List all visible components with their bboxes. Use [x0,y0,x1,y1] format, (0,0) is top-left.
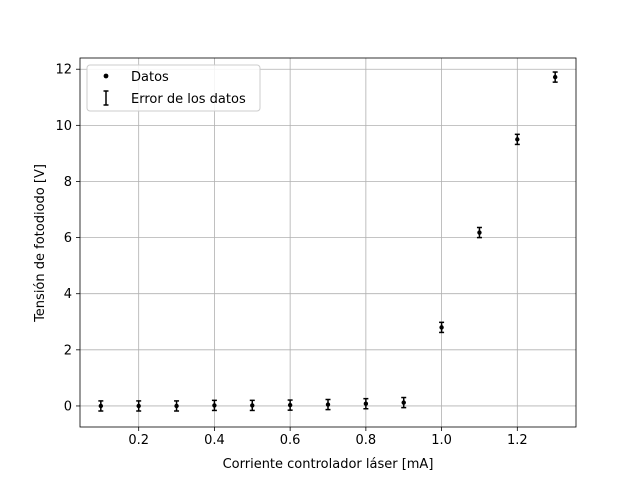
data-point [98,403,104,409]
data-point [287,402,293,408]
data-point [174,403,179,409]
data-point [212,403,217,408]
x-tick-label: 1.0 [431,433,452,448]
y-tick-label: 6 [64,231,72,246]
y-tick-label: 2 [64,343,72,358]
x-tick-label: 0.4 [204,433,225,448]
data-point [552,74,558,80]
x-tick-label: 1.2 [507,433,528,448]
legend-label-datos: Datos [131,70,169,85]
data-point [325,402,331,407]
y-tick-label: 0 [64,399,72,414]
y-tick-label: 12 [55,63,72,78]
data-point [250,403,255,408]
y-axis-label: Tensión de fotodiodo [V] [33,164,48,323]
legend-marker-error [103,90,109,106]
data-point [363,401,369,406]
x-tick-label: 0.2 [128,433,149,448]
x-tick-label: 0.6 [280,433,301,448]
y-tick-label: 8 [64,175,72,190]
plot-frame [79,57,577,428]
error-bars [98,71,558,412]
data-point [401,400,406,405]
x-tick-label: 0.8 [356,433,377,448]
data-point [477,230,482,235]
y-tick-label: 4 [64,287,72,302]
legend-marker-datos [103,73,109,79]
data-point [136,403,141,409]
data-points [98,74,558,409]
x-axis-ticks: 0.2 0.4 0.6 0.8 1.0 1.2 [128,427,528,448]
data-point [439,325,444,330]
x-axis-label: Corriente controlador láser [mA] [223,457,434,472]
legend-box [86,64,261,112]
grid [80,58,576,427]
y-tick-label: 10 [55,119,72,134]
legend-label-error: Error de los datos [131,92,246,107]
y-axis-ticks: 0 2 4 6 8 10 12 [55,63,80,414]
legend: Datos Error de los datos [86,64,261,112]
data-point [515,137,520,142]
